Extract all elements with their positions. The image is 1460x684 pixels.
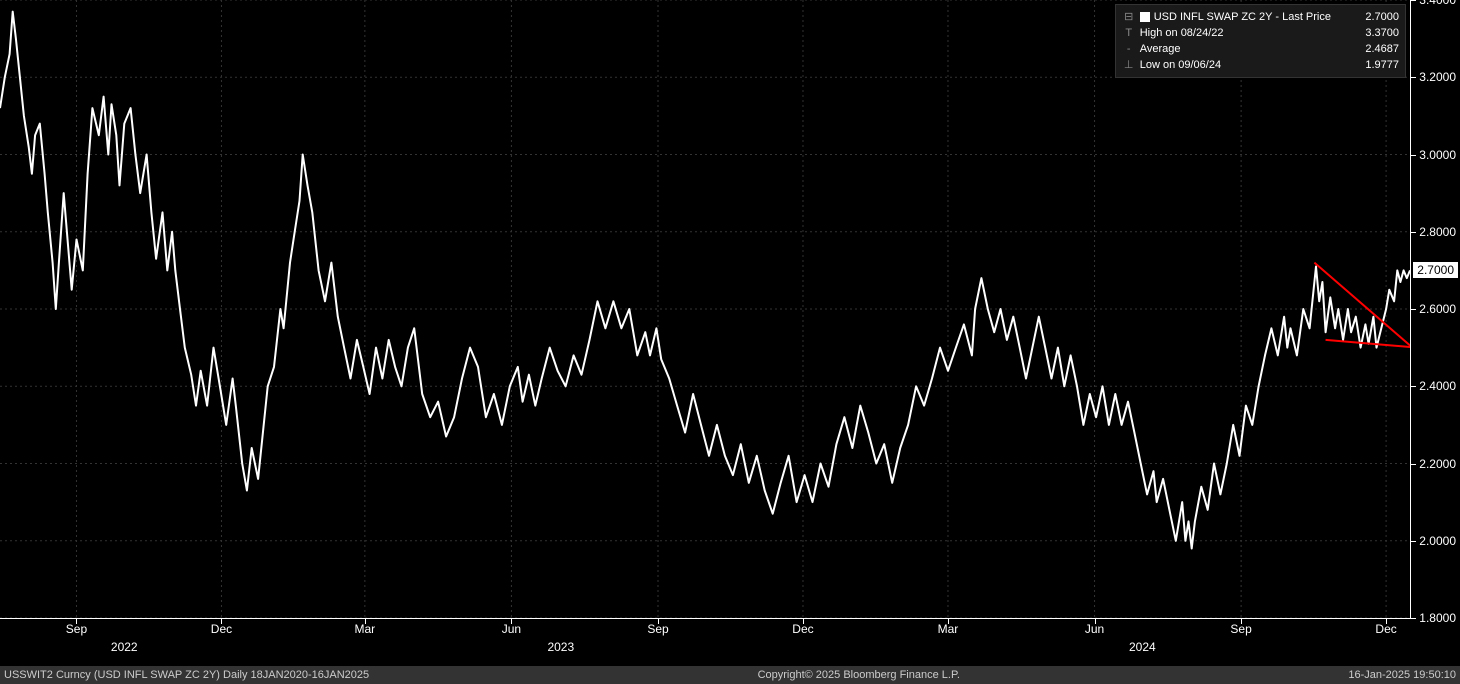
x-tick-label: Dec: [211, 622, 232, 636]
y-tick: [1410, 618, 1416, 619]
y-tick: [1410, 386, 1416, 387]
legend-avg-value: 2.4687: [1351, 41, 1399, 57]
legend-low: ⊥ Low on 09/06/24 1.9777: [1122, 57, 1399, 73]
last-price-marker: 2.7000: [1413, 262, 1458, 278]
y-tick: [1410, 0, 1416, 1]
series-marker-icon: [1140, 12, 1150, 22]
chart-plot-area: [0, 0, 1410, 618]
x-tick-label: Jun: [1085, 622, 1104, 636]
y-tick-label: 2.2000: [1419, 457, 1456, 471]
x-tick-label: Sep: [1230, 622, 1251, 636]
legend-high-value: 3.3700: [1351, 25, 1399, 41]
y-tick-label: 3.2000: [1419, 70, 1456, 84]
x-tick-label: Mar: [355, 622, 376, 636]
x-axis: Sep Dec Mar Jun Sep Dec Mar Jun Sep Dec 2022 2023 20…: [0, 618, 1410, 658]
footer-timestamp: 16-Jan-2025 19:50:10: [1348, 669, 1456, 681]
high-icon: T: [1122, 25, 1136, 41]
legend-title-value: 2.7000: [1351, 9, 1399, 25]
y-tick: [1410, 464, 1416, 465]
footer-ticker: USSWIT2 Curncy (USD INFL SWAP ZC 2Y) Dai…: [4, 669, 369, 681]
x-tick-label: Mar: [938, 622, 959, 636]
x-tick-label: Dec: [792, 622, 813, 636]
y-tick: [1410, 77, 1416, 78]
x-year-label: 2023: [547, 640, 574, 654]
y-tick-label: 3.0000: [1419, 148, 1456, 162]
footer-bar: USSWIT2 Curncy (USD INFL SWAP ZC 2Y) Dai…: [0, 666, 1460, 684]
y-axis: 1.80002.00002.20002.40002.60002.80003.00…: [1410, 0, 1460, 618]
chart-legend: ⊟ USD INFL SWAP ZC 2Y - Last Price 2.700…: [1115, 4, 1406, 78]
legend-avg: - Average 2.4687: [1122, 41, 1399, 57]
x-tick-label: Dec: [1375, 622, 1396, 636]
y-tick-label: 1.8000: [1419, 611, 1456, 625]
y-tick: [1410, 155, 1416, 156]
x-tick-label: Sep: [647, 622, 668, 636]
y-tick-label: 3.4000: [1419, 0, 1456, 7]
x-tick-label: Jun: [502, 622, 521, 636]
avg-icon: -: [1122, 41, 1136, 57]
low-icon: ⊥: [1122, 57, 1136, 73]
x-tick-label: Sep: [66, 622, 87, 636]
y-tick: [1410, 309, 1416, 310]
y-tick: [1410, 541, 1416, 542]
chart-svg: [0, 0, 1410, 618]
legend-low-label: Low on 09/06/24: [1140, 57, 1331, 73]
legend-high-label: High on 08/24/22: [1140, 25, 1331, 41]
y-tick-label: 2.0000: [1419, 534, 1456, 548]
legend-avg-label: Average: [1140, 41, 1331, 57]
y-tick-label: 2.8000: [1419, 225, 1456, 239]
y-tick-label: 2.6000: [1419, 302, 1456, 316]
legend-last-price: ⊟ USD INFL SWAP ZC 2Y - Last Price 2.700…: [1122, 9, 1399, 25]
y-tick-label: 2.4000: [1419, 379, 1456, 393]
y-tick: [1410, 232, 1416, 233]
x-year-label: 2022: [111, 640, 138, 654]
legend-high: T High on 08/24/22 3.3700: [1122, 25, 1399, 41]
legend-title-label: USD INFL SWAP ZC 2Y - Last Price: [1154, 9, 1331, 25]
x-year-label: 2024: [1129, 640, 1156, 654]
legend-low-value: 1.9777: [1351, 57, 1399, 73]
expand-icon: ⊟: [1122, 9, 1136, 25]
footer-copyright: Copyright© 2025 Bloomberg Finance L.P.: [369, 669, 1348, 681]
